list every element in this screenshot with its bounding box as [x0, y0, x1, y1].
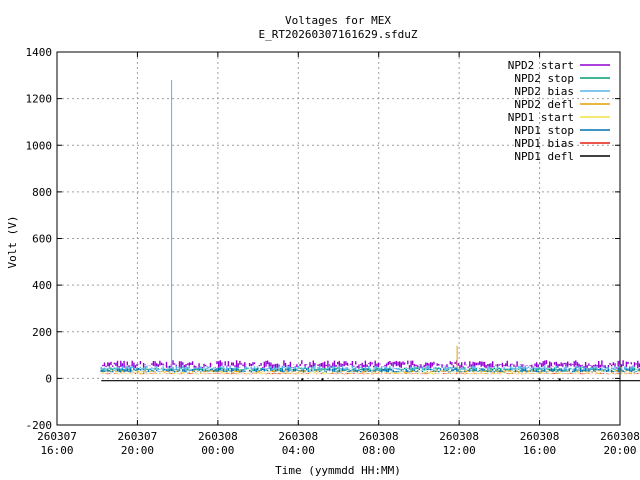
x-tick-label: 260307 [37, 430, 77, 443]
x-tick-label: 20:00 [603, 444, 636, 457]
axis-ticks: -200020040060080010001200140026030716:00… [26, 46, 640, 457]
x-tick-label: 16:00 [523, 444, 556, 457]
series-line [100, 360, 640, 369]
y-tick-label: 1000 [26, 139, 53, 152]
x-tick-label: 260308 [278, 430, 318, 443]
series-npd1-start [100, 372, 640, 374]
x-tick-label: 16:00 [40, 444, 73, 457]
series-npd1-bias [100, 373, 639, 375]
x-tick-label: 00:00 [201, 444, 234, 457]
y-tick-label: 200 [32, 326, 52, 339]
y-tick-label: 1400 [26, 46, 53, 59]
series-npd1-stop [100, 367, 640, 373]
legend-label: NPD2 stop [514, 72, 574, 85]
chart-title: Voltages for MEX [285, 14, 391, 27]
plot-frame [56, 51, 621, 426]
legend-label: NPD2 start [508, 59, 574, 72]
legend-label: NPD1 start [508, 111, 574, 124]
x-tick-label: 12:00 [443, 444, 476, 457]
y-tick-label: 1200 [26, 93, 53, 106]
y-tick-label: 400 [32, 279, 52, 292]
legend-label: NPD2 bias [514, 85, 574, 98]
y-tick-label: -200 [26, 419, 53, 432]
y-tick-label: 600 [32, 233, 52, 246]
series-npd1-defl [101, 378, 640, 382]
x-tick-label: 260308 [198, 430, 238, 443]
x-tick-label: 260308 [359, 430, 399, 443]
x-tick-label: 08:00 [362, 444, 395, 457]
x-axis-label: Time (yymmdd HH:MM) [275, 464, 401, 477]
series-line [100, 367, 640, 373]
legend-label: NPD1 defl [514, 150, 574, 163]
series-line [100, 372, 640, 374]
series-layer [100, 79, 640, 382]
x-tick-label: 04:00 [282, 444, 315, 457]
series-line [100, 373, 639, 375]
legend-label: NPD1 bias [514, 137, 574, 150]
y-axis-label: Volt (V) [6, 216, 19, 269]
legend-label: NPD2 defl [514, 98, 574, 111]
x-tick-label: 260307 [118, 430, 158, 443]
y-tick-label: 0 [45, 372, 52, 385]
legend-label: NPD1 stop [514, 124, 574, 137]
x-tick-label: 260308 [600, 430, 640, 443]
x-tick-label: 260308 [520, 430, 560, 443]
series-npd2-start [100, 360, 640, 369]
x-tick-label: 20:00 [121, 444, 154, 457]
x-tick-label: 260308 [439, 430, 479, 443]
y-tick-label: 800 [32, 186, 52, 199]
chart-subtitle: E_RT20260307161629.sfduZ [259, 28, 418, 41]
